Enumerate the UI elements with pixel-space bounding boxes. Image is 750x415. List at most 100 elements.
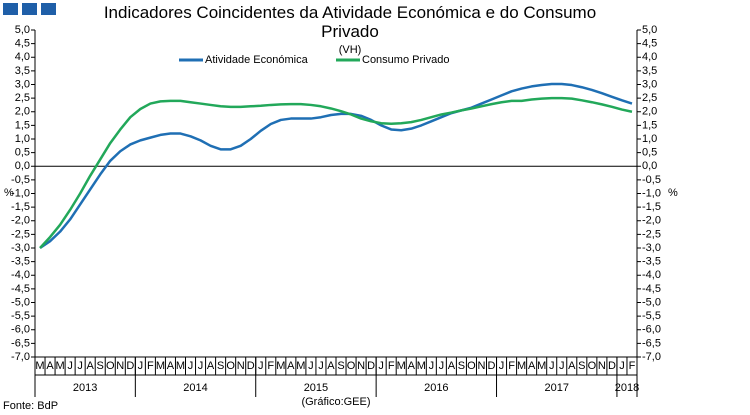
y2-tick-label: 5,0 bbox=[642, 24, 657, 36]
legend-label: Atividade Económica bbox=[205, 54, 309, 66]
x-tick-label: F bbox=[388, 360, 395, 372]
x-tick-label: J bbox=[378, 360, 384, 372]
y-tick-label: -6,0 bbox=[11, 324, 30, 336]
y2-tick-label: -1,5 bbox=[642, 201, 661, 213]
y-tick-label: -5,5 bbox=[11, 310, 30, 322]
logo-block bbox=[3, 3, 18, 15]
y2-tick-label: -3,0 bbox=[642, 242, 661, 254]
x-tick-label: M bbox=[156, 360, 165, 372]
x-tick-label: J bbox=[318, 360, 324, 372]
y2-tick-label: -4,0 bbox=[642, 269, 661, 281]
y2-tick-label: -2,5 bbox=[642, 228, 661, 240]
x-tick-label: J bbox=[429, 360, 435, 372]
x-tick-label: N bbox=[116, 360, 124, 372]
x-tick-label: N bbox=[237, 360, 245, 372]
x-tick-label: A bbox=[287, 360, 295, 372]
x-tick-label: J bbox=[559, 360, 565, 372]
y-tick-label: -4,0 bbox=[11, 269, 30, 281]
x-tick-label: D bbox=[126, 360, 134, 372]
x-tick-label: D bbox=[488, 360, 496, 372]
x-tick-label: J bbox=[258, 360, 264, 372]
y2-tick-label: 2,5 bbox=[642, 92, 657, 104]
y-tick-label: 1,5 bbox=[15, 119, 30, 131]
y2-tick-label: 1,5 bbox=[642, 119, 657, 131]
data-line bbox=[39, 96, 633, 249]
x-tick-label: M bbox=[296, 360, 305, 372]
x-tick-label: S bbox=[97, 360, 104, 372]
x-tick-label: S bbox=[458, 360, 465, 372]
x-tick-label: S bbox=[217, 360, 224, 372]
y-tick-label: 1,0 bbox=[15, 133, 30, 145]
x-tick-label: S bbox=[578, 360, 585, 372]
x-tick-label: A bbox=[327, 360, 335, 372]
x-tick-label: D bbox=[367, 360, 375, 372]
y2-tick-label: -6,0 bbox=[642, 324, 661, 336]
year-label: 2018 bbox=[615, 382, 639, 394]
x-tick-label: J bbox=[619, 360, 625, 372]
y2-tick-label: 0,0 bbox=[642, 160, 657, 172]
x-tick-label: A bbox=[568, 360, 576, 372]
x-tick-label: J bbox=[67, 360, 73, 372]
x-tick-label: M bbox=[176, 360, 185, 372]
y2-tick-label: -1,0 bbox=[642, 187, 661, 199]
x-tick-label: O bbox=[347, 360, 356, 372]
y2-tick-label: 3,0 bbox=[642, 78, 657, 90]
y2-tick-label: -2,0 bbox=[642, 215, 661, 227]
x-tick-label: M bbox=[537, 360, 546, 372]
logo-block bbox=[41, 3, 56, 15]
x-tick-label: A bbox=[46, 360, 54, 372]
y2-tick-label: -3,5 bbox=[642, 256, 661, 268]
y2-tick-label: -0,5 bbox=[642, 174, 661, 186]
x-tick-label: J bbox=[198, 360, 204, 372]
credit: (Gráfico:GEE) bbox=[301, 396, 370, 408]
x-tick-label: A bbox=[528, 360, 536, 372]
subtitle: (VH) bbox=[339, 44, 362, 56]
y-tick-label: 4,0 bbox=[15, 51, 30, 63]
source: Fonte: BdP bbox=[3, 400, 58, 412]
x-tick-label: D bbox=[608, 360, 616, 372]
y2-tick-label: -6,5 bbox=[642, 337, 661, 349]
y2-axis-label: % bbox=[668, 187, 678, 199]
y2-tick-label: 4,5 bbox=[642, 38, 657, 50]
x-tick-label: A bbox=[207, 360, 215, 372]
y-tick-label: -0,5 bbox=[11, 174, 30, 186]
y-tick-label: -7,0 bbox=[11, 351, 30, 363]
y-tick-label: -6,5 bbox=[11, 337, 30, 349]
x-tick-label: O bbox=[588, 360, 597, 372]
chart-title: Indicadores Coincidentes da Atividade Ec… bbox=[103, 3, 597, 41]
x-tick-label: O bbox=[226, 360, 235, 372]
x-tick-label: D bbox=[247, 360, 255, 372]
x-tick-label: J bbox=[308, 360, 314, 372]
x-tick-label: N bbox=[598, 360, 606, 372]
year-label: 2015 bbox=[304, 382, 328, 394]
y-tick-label: 3,0 bbox=[15, 78, 30, 90]
y-tick-label: -5,0 bbox=[11, 296, 30, 308]
y2-tick-label: -5,0 bbox=[642, 296, 661, 308]
y-tick-label: -3,5 bbox=[11, 256, 30, 268]
x-tick-label: J bbox=[439, 360, 445, 372]
x-tick-label: A bbox=[87, 360, 95, 372]
x-tick-label: N bbox=[478, 360, 486, 372]
x-tick-label: F bbox=[267, 360, 274, 372]
y-tick-label: 2,0 bbox=[15, 106, 30, 118]
x-tick-label: M bbox=[276, 360, 285, 372]
y2-tick-label: -4,5 bbox=[642, 283, 661, 295]
x-tick-label: J bbox=[499, 360, 505, 372]
y-tick-label: 3,5 bbox=[15, 65, 30, 77]
y-tick-label: -2,5 bbox=[11, 228, 30, 240]
y-tick-label: -1,0 bbox=[11, 187, 30, 199]
x-tick-label: F bbox=[508, 360, 515, 372]
x-tick-label: J bbox=[549, 360, 555, 372]
x-tick-label: J bbox=[138, 360, 144, 372]
y2-tick-label: 2,0 bbox=[642, 106, 657, 118]
x-tick-label: A bbox=[448, 360, 456, 372]
x-tick-label: M bbox=[397, 360, 406, 372]
y2-tick-label: -5,5 bbox=[642, 310, 661, 322]
x-tick-label: M bbox=[517, 360, 526, 372]
y2-tick-label: 1,0 bbox=[642, 133, 657, 145]
x-tick-label: F bbox=[147, 360, 154, 372]
data-line bbox=[39, 82, 633, 250]
logo-block bbox=[22, 3, 37, 15]
